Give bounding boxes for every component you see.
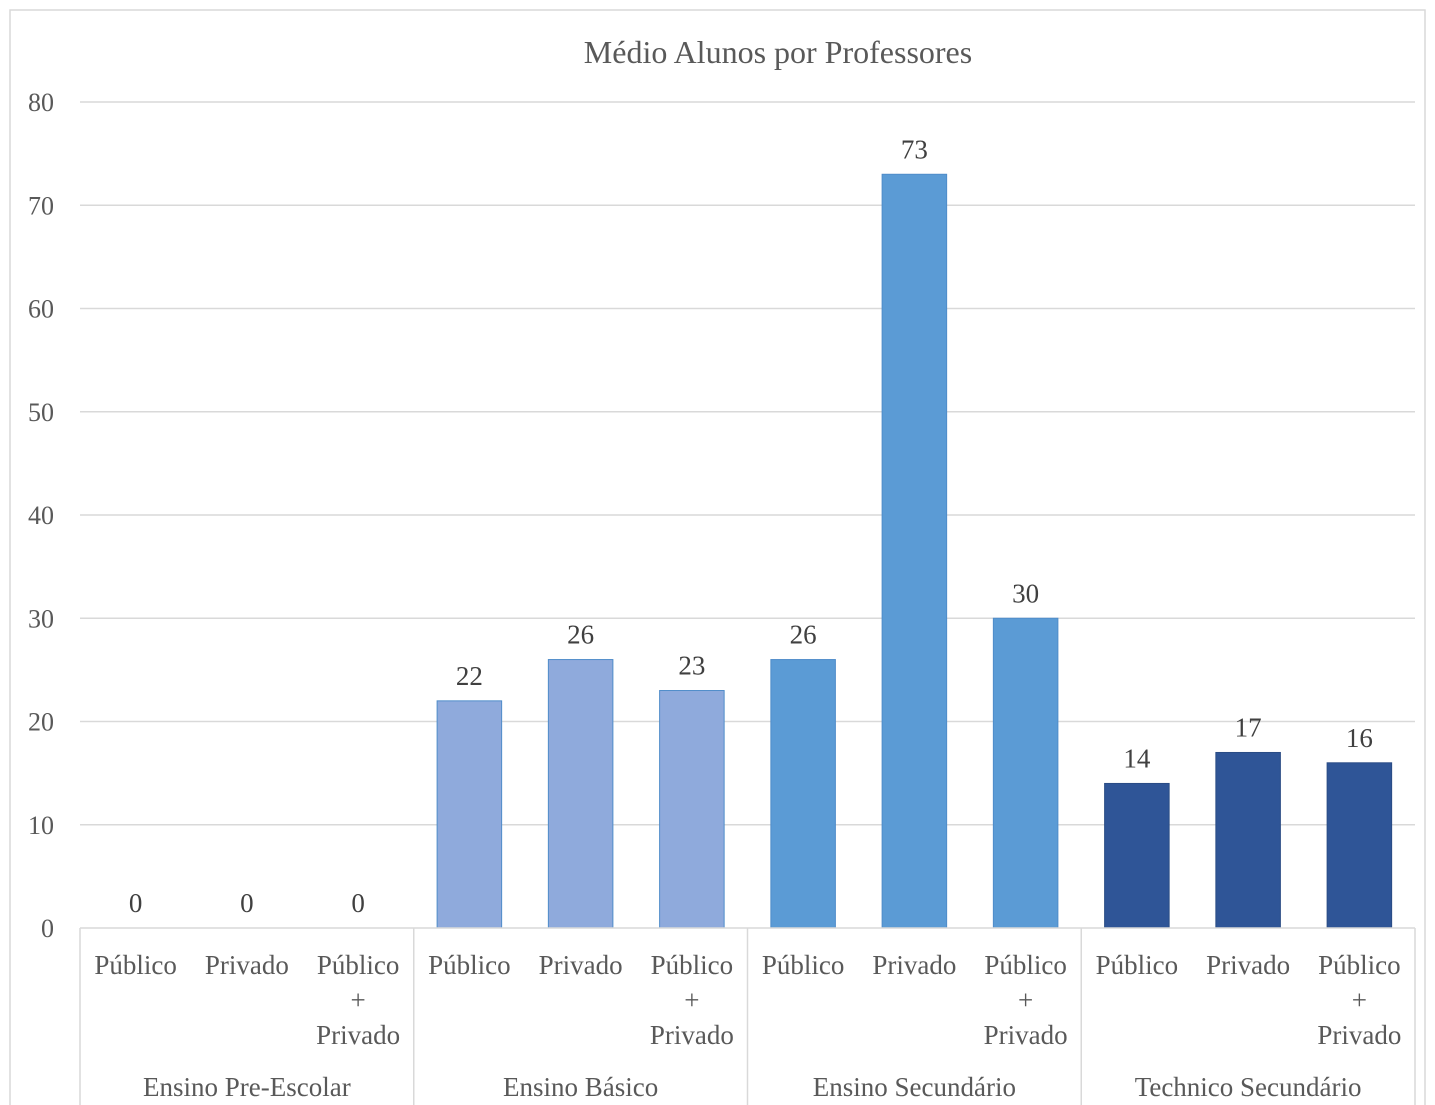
group-label: Ensino Secundário — [813, 1072, 1016, 1102]
bar — [436, 700, 503, 929]
bar — [659, 690, 725, 929]
bar — [1104, 782, 1170, 929]
data-label: 0 — [240, 888, 254, 918]
y-tick-label: 0 — [41, 914, 54, 943]
y-tick-label: 70 — [28, 191, 54, 220]
y-tick-label: 20 — [28, 708, 54, 737]
category-label: Privado — [1206, 950, 1290, 980]
category-label: Privado — [316, 1020, 400, 1050]
category-label: + — [1018, 985, 1033, 1015]
category-label: Público — [1096, 950, 1179, 980]
y-tick-label: 10 — [28, 811, 54, 840]
bar — [547, 659, 614, 929]
category-label: Privado — [1317, 1020, 1401, 1050]
category-label: Privado — [984, 1020, 1068, 1050]
category-label: + — [1352, 985, 1367, 1015]
bar — [1215, 751, 1281, 929]
x-axis: Público Privado Público + Privado Ensino Pre-… — [79, 927, 1416, 1105]
y-tick-label: 40 — [28, 501, 54, 530]
data-label: 73 — [901, 134, 928, 164]
category-label: Público — [428, 950, 511, 980]
category-label: + — [351, 985, 366, 1015]
data-labels: 0 0 0 22 26 23 26 73 30 14 17 16 — [129, 134, 1373, 918]
data-label: 16 — [1346, 723, 1373, 753]
category-label: Privado — [539, 950, 623, 980]
data-label: 0 — [129, 888, 143, 918]
data-label: 26 — [790, 620, 817, 650]
group-label: Ensino Pre-Escolar — [143, 1072, 351, 1102]
y-tick-label: 60 — [28, 295, 54, 324]
category-label: Público — [984, 950, 1067, 980]
bar — [881, 173, 948, 929]
category-label: Privado — [205, 950, 289, 980]
bar — [992, 617, 1059, 929]
y-tick-label: 30 — [28, 604, 54, 633]
category-label: Público — [762, 950, 845, 980]
data-label: 17 — [1235, 712, 1262, 742]
bar — [1326, 762, 1393, 929]
category-label: Privado — [650, 1020, 734, 1050]
data-label: 26 — [567, 620, 594, 650]
category-label: Privado — [872, 950, 956, 980]
data-label: 0 — [351, 888, 365, 918]
category-label: Público — [317, 950, 400, 980]
data-label: 14 — [1123, 743, 1151, 773]
category-label: Público — [1318, 950, 1401, 980]
data-label: 23 — [678, 651, 705, 681]
group-label: Technico Secundário — [1135, 1072, 1362, 1102]
category-label: Público — [94, 950, 177, 980]
y-axis-ticks: 0 10 20 30 40 50 60 70 80 — [28, 88, 54, 943]
chart-title: Médio Alunos por Professores — [584, 34, 972, 70]
data-label: 22 — [456, 661, 483, 691]
y-tick-label: 80 — [28, 88, 54, 117]
chart-border — [9, 9, 1426, 1105]
gridlines — [80, 101, 1415, 826]
category-label: Público — [651, 950, 734, 980]
category-label: + — [684, 985, 699, 1015]
data-label: 30 — [1012, 578, 1039, 608]
group-label: Ensino Básico — [503, 1072, 658, 1102]
bar — [770, 659, 836, 929]
bars — [436, 173, 1393, 929]
y-tick-label: 50 — [28, 398, 54, 427]
